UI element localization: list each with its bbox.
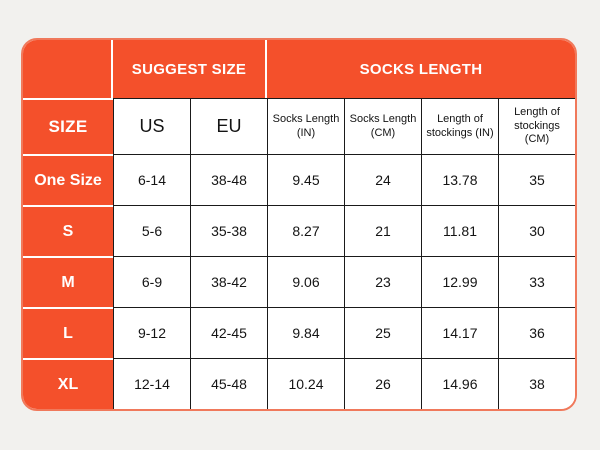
table-cell: 35 <box>498 154 575 205</box>
table-cell: 25 <box>344 307 421 358</box>
column-header-stockings-length-cm: Length of stockings (CM) <box>498 98 575 154</box>
table-cell: 14.96 <box>421 358 498 409</box>
table-cell: 14.17 <box>421 307 498 358</box>
column-header-eu: EU <box>190 98 267 154</box>
table-cell: 42-45 <box>190 307 267 358</box>
table-cell: 6-9 <box>113 256 190 307</box>
table-cell: 8.27 <box>267 205 344 256</box>
table-cell: 21 <box>344 205 421 256</box>
table-cell: 38-48 <box>190 154 267 205</box>
table-cell: 30 <box>498 205 575 256</box>
table-cell: 9.06 <box>267 256 344 307</box>
table-cell: 6-14 <box>113 154 190 205</box>
table-cell: 38 <box>498 358 575 409</box>
table-cell: 24 <box>344 154 421 205</box>
table-cell: 12-14 <box>113 358 190 409</box>
table-cell: 12.99 <box>421 256 498 307</box>
table-cell: 26 <box>344 358 421 409</box>
column-header-us: US <box>113 98 190 154</box>
column-header-stockings-length-in: Length of stockings (IN) <box>421 98 498 154</box>
table-cell: 5-6 <box>113 205 190 256</box>
corner-cell <box>23 40 113 98</box>
table-cell: 33 <box>498 256 575 307</box>
header-group-socks-length: SOCKS LENGTH <box>267 40 575 98</box>
table-cell: 45-48 <box>190 358 267 409</box>
table-cell: 13.78 <box>421 154 498 205</box>
size-chart-table: SUGGEST SIZE SOCKS LENGTH SIZE US EU Soc… <box>21 38 577 411</box>
row-label-xl: XL <box>23 358 113 409</box>
table-cell: 38-42 <box>190 256 267 307</box>
table-cell: 9.84 <box>267 307 344 358</box>
table-cell: 35-38 <box>190 205 267 256</box>
size-chart-grid: SUGGEST SIZE SOCKS LENGTH SIZE US EU Soc… <box>23 40 575 409</box>
row-label-l: L <box>23 307 113 358</box>
table-cell: 36 <box>498 307 575 358</box>
header-group-suggest-size: SUGGEST SIZE <box>113 40 267 98</box>
column-header-socks-length-cm: Socks Length (CM) <box>344 98 421 154</box>
row-label-one-size: One Size <box>23 154 113 205</box>
table-cell: 23 <box>344 256 421 307</box>
table-cell: 9.45 <box>267 154 344 205</box>
table-cell: 9-12 <box>113 307 190 358</box>
table-cell: 10.24 <box>267 358 344 409</box>
row-label-s: S <box>23 205 113 256</box>
size-column-header: SIZE <box>23 98 113 154</box>
column-header-socks-length-in: Socks Length (IN) <box>267 98 344 154</box>
row-label-m: M <box>23 256 113 307</box>
table-cell: 11.81 <box>421 205 498 256</box>
